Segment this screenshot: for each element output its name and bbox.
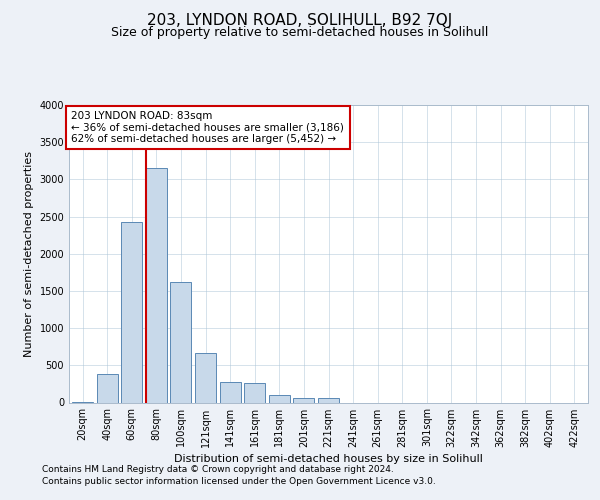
- Bar: [170, 282, 191, 403]
- Bar: [97, 374, 118, 402]
- Text: 203, LYNDON ROAD, SOLIHULL, B92 7QJ: 203, LYNDON ROAD, SOLIHULL, B92 7QJ: [148, 12, 452, 28]
- Bar: [146, 168, 167, 402]
- Text: Contains HM Land Registry data © Crown copyright and database right 2024.: Contains HM Land Registry data © Crown c…: [42, 466, 394, 474]
- Bar: [318, 398, 339, 402]
- Bar: [220, 382, 241, 402]
- Bar: [121, 222, 142, 402]
- Text: 203 LYNDON ROAD: 83sqm
← 36% of semi-detached houses are smaller (3,186)
62% of : 203 LYNDON ROAD: 83sqm ← 36% of semi-det…: [71, 111, 344, 144]
- Text: Size of property relative to semi-detached houses in Solihull: Size of property relative to semi-detach…: [112, 26, 488, 39]
- Bar: [269, 395, 290, 402]
- Bar: [195, 352, 216, 403]
- Text: Contains public sector information licensed under the Open Government Licence v3: Contains public sector information licen…: [42, 476, 436, 486]
- Bar: [293, 398, 314, 402]
- Bar: [244, 383, 265, 402]
- X-axis label: Distribution of semi-detached houses by size in Solihull: Distribution of semi-detached houses by …: [174, 454, 483, 464]
- Y-axis label: Number of semi-detached properties: Number of semi-detached properties: [24, 151, 34, 357]
